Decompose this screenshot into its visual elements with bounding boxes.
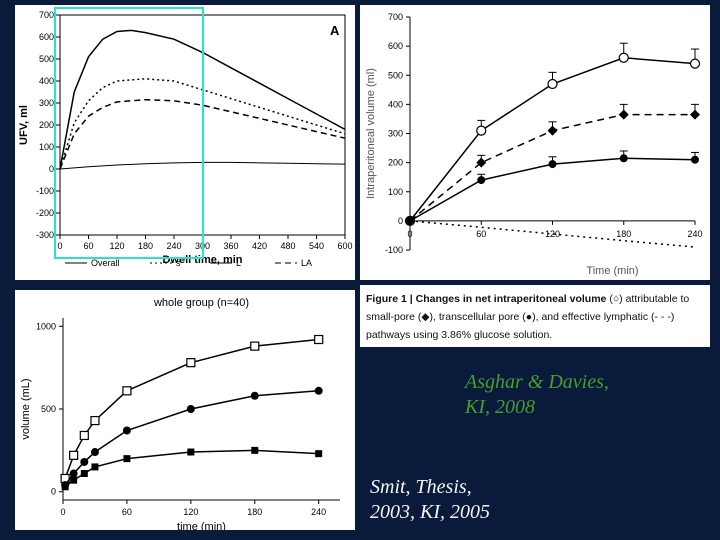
svg-text:-200: -200 [36, 208, 54, 218]
svg-text:400: 400 [388, 99, 403, 109]
svg-text:120: 120 [183, 507, 198, 517]
svg-text:240: 240 [311, 507, 326, 517]
svg-text:400: 400 [39, 76, 54, 86]
svg-text:360: 360 [223, 241, 238, 251]
svg-text:60: 60 [122, 507, 132, 517]
svg-text:-300: -300 [36, 230, 54, 240]
svg-text:240: 240 [166, 241, 181, 251]
svg-text:100: 100 [39, 142, 54, 152]
svg-text:Time (min): Time (min) [586, 265, 638, 277]
chart-b-caption: Figure 1 | Changes in net intraperitonea… [360, 285, 710, 347]
svg-text:Overall: Overall [91, 258, 120, 268]
svg-text:420: 420 [252, 241, 267, 251]
svg-text:Dwell time, min: Dwell time, min [162, 254, 242, 266]
svg-text:180: 180 [247, 507, 262, 517]
svg-text:120: 120 [109, 241, 124, 251]
credit-2: Smit, Thesis, 2003, KI, 2005 [370, 475, 590, 525]
svg-text:A: A [330, 23, 340, 38]
svg-text:1000: 1000 [36, 321, 56, 331]
svg-text:600: 600 [39, 32, 54, 42]
svg-text:60: 60 [83, 241, 93, 251]
credit-1-line1: Asghar & Davies, [465, 370, 705, 395]
svg-text:0: 0 [49, 164, 54, 174]
svg-text:200: 200 [388, 158, 403, 168]
svg-text:LA: LA [301, 258, 312, 268]
caption-bold: Figure 1 | Changes in net intraperitonea… [366, 293, 606, 305]
svg-text:whole group (n=40): whole group (n=40) [153, 297, 249, 309]
svg-text:0: 0 [407, 229, 412, 239]
svg-text:600: 600 [388, 41, 403, 51]
svg-text:700: 700 [388, 12, 403, 22]
svg-text:700: 700 [39, 10, 54, 20]
svg-text:480: 480 [280, 241, 295, 251]
chart-c-panel: whole group (n=40) 0 500 1000 0 60 120 180 240 vo… [15, 290, 355, 530]
svg-text:60: 60 [476, 229, 486, 239]
svg-text:0: 0 [398, 216, 403, 226]
svg-text:500: 500 [388, 70, 403, 80]
svg-text:240: 240 [687, 229, 702, 239]
svg-text:600: 600 [337, 241, 352, 251]
svg-text:300: 300 [195, 241, 210, 251]
svg-text:500: 500 [39, 54, 54, 64]
svg-text:300: 300 [39, 98, 54, 108]
credit-1: Asghar & Davies, KI, 2008 [465, 370, 705, 420]
svg-text:UFV, ml: UFV, ml [18, 105, 30, 145]
svg-text:200: 200 [39, 120, 54, 130]
chart-a-panel: -300 -200 -100 0 100 200 300 400 500 600 700 0 60 120… [15, 5, 355, 280]
svg-text:L: L [236, 258, 241, 268]
chart-b-svg: -100 0 100 200 300 400 500 600 700 0 60 120 180 240 In… [360, 5, 710, 280]
svg-text:300: 300 [388, 129, 403, 139]
svg-text:volume (mL): volume (mL) [20, 378, 32, 439]
svg-text:-100: -100 [385, 245, 403, 255]
svg-text:120: 120 [545, 229, 560, 239]
svg-text:100: 100 [388, 187, 403, 197]
svg-text:540: 540 [309, 241, 324, 251]
svg-text:0: 0 [60, 507, 65, 517]
svg-text:0: 0 [57, 241, 62, 251]
svg-text:500: 500 [41, 404, 56, 414]
svg-text:-100: -100 [36, 186, 54, 196]
chart-b-panel: -100 0 100 200 300 400 500 600 700 0 60 120 180 240 In… [360, 5, 710, 280]
credit-1-line2: KI, 2008 [465, 395, 705, 420]
svg-text:180: 180 [616, 229, 631, 239]
svg-text:180: 180 [138, 241, 153, 251]
credit-2-line2: 2003, KI, 2005 [370, 500, 590, 525]
svg-text:s: s [176, 258, 181, 268]
credit-2-line1: Smit, Thesis, [370, 475, 590, 500]
svg-text:time (min): time (min) [177, 521, 226, 530]
svg-text:Intraperitoneal volume (ml): Intraperitoneal volume (ml) [365, 68, 377, 199]
chart-a-svg: -300 -200 -100 0 100 200 300 400 500 600 700 0 60 120… [15, 5, 355, 280]
chart-c-svg: whole group (n=40) 0 500 1000 0 60 120 180 240 vo… [15, 290, 355, 530]
svg-text:0: 0 [51, 487, 56, 497]
